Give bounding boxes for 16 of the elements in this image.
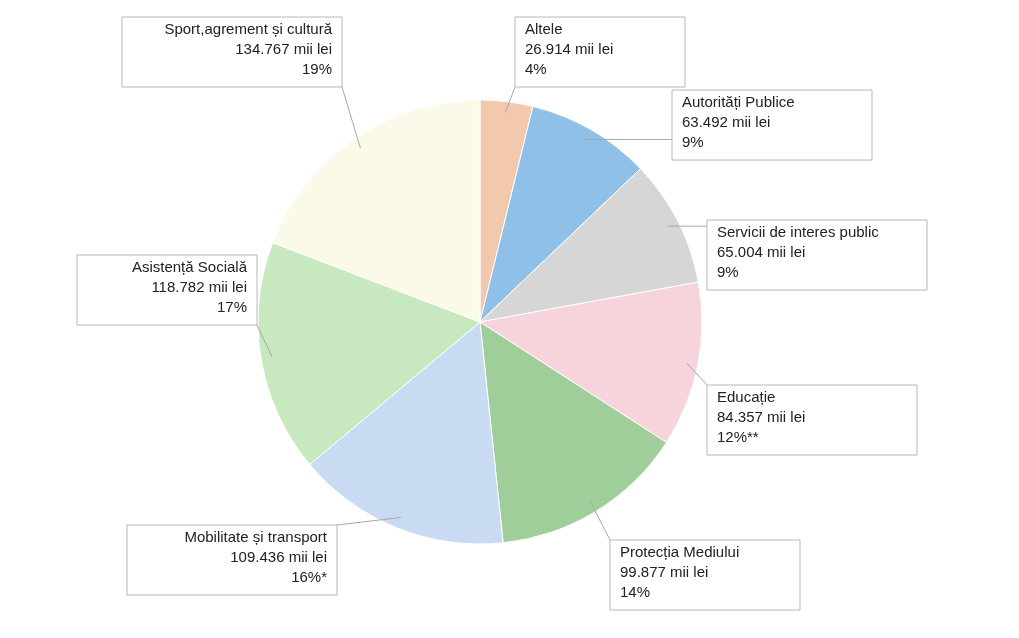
data-label: 134.767 mii lei 19% [235, 40, 332, 77]
data-label: 99.877 mii lei 14% [620, 563, 709, 600]
data-label: 63.492 mii lei 9% [682, 113, 771, 150]
slice-label: Mobilitate și transport [184, 528, 328, 545]
slice-label: Autorități Publice [682, 93, 795, 110]
data-label: 109.436 mii lei 16%* [230, 548, 328, 585]
data-label: 26.914 mii lei 4% [525, 40, 614, 77]
slice-label: Asistență Socială [131, 258, 248, 275]
slice-label: Educație [717, 388, 776, 405]
data-label: 84.357 mii lei 12%** [717, 408, 806, 445]
slice-label: Servicii de interes public [717, 223, 880, 240]
slice-label: Protecția Mediului [620, 543, 740, 560]
data-label: 65.004 mii lei 9% [717, 243, 806, 280]
data-label: 118.782 mii lei 17% [151, 278, 247, 315]
slice-label: Altele [525, 20, 563, 37]
slice-label: Sport,agrement și cultură [164, 20, 333, 37]
